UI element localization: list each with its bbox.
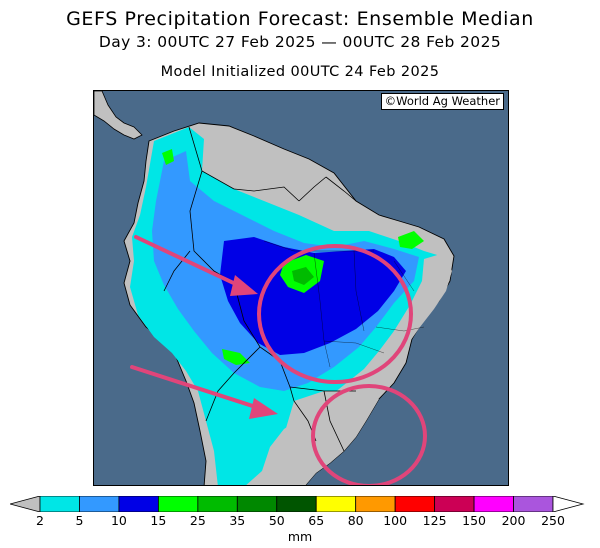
colorbar-tick-label: 150 — [462, 513, 486, 528]
colorbar-left-cap — [10, 496, 41, 512]
colorbar-right-cap — [552, 496, 585, 512]
colorbar-tick-label: 250 — [541, 513, 565, 528]
model-init-time: Model Initialized 00UTC 24 Feb 2025 — [160, 64, 440, 80]
colorbar-bin — [157, 496, 199, 512]
colorbar-tick-label: 10 — [110, 513, 127, 528]
precip-colorbar — [10, 496, 585, 512]
credit-label: ©World Ag Weather — [380, 93, 504, 110]
forecast-period: Day 3: 00UTC 27 Feb 2025 — 00UTC 28 Feb … — [98, 33, 502, 51]
colorbar-bin — [355, 496, 396, 512]
colorbar-bin — [39, 496, 80, 512]
precip-dark-blue — [220, 237, 406, 355]
state-borders — [263, 240, 425, 368]
colorbar-tick-label: 35 — [229, 513, 246, 528]
dry-land-south — [270, 391, 379, 485]
colorbar-bin — [276, 496, 317, 512]
colorbar-tick-label: 50 — [268, 513, 285, 528]
map-canvas — [94, 91, 508, 485]
precipitation-map: ©World Ag Weather — [93, 90, 509, 486]
colorbar-tick-label: 200 — [501, 513, 526, 528]
precip-green-west — [222, 349, 250, 365]
colorbar-tick-label: 65 — [308, 513, 325, 528]
colorbar-tick-label: 100 — [383, 513, 408, 528]
colorbar-tick-label: 125 — [422, 513, 447, 528]
colorbar-bin — [236, 496, 278, 512]
precip-green-northeast — [398, 231, 424, 249]
colorbar-tick-label: 2 — [36, 513, 44, 528]
colorbar-tick-label: 5 — [75, 513, 84, 528]
colorbar-bin — [79, 496, 120, 512]
colorbar-bin — [315, 496, 357, 512]
colorbar-tick-label: 25 — [189, 513, 206, 528]
colorbar-bin — [434, 496, 475, 512]
precip-green-north — [162, 149, 174, 165]
precip-green-central-dark — [292, 267, 314, 285]
arrow-head-southern — [249, 398, 278, 419]
colorbar-tick-label: 80 — [347, 513, 364, 528]
dry-land-east — [386, 253, 452, 361]
colorbar-bin — [473, 496, 514, 512]
highlight-circle-southern-brazil — [311, 384, 427, 485]
arrow-shaft-southern — [130, 365, 264, 411]
annotations — [130, 235, 427, 485]
colorbar-bin — [197, 496, 238, 512]
arrow-shaft-central — [134, 235, 244, 289]
chart-title: GEFS Precipitation Forecast: Ensemble Me… — [66, 8, 534, 30]
colorbar-bin — [513, 496, 554, 512]
colorbar-tick-label: 15 — [150, 513, 167, 528]
central-america-land — [94, 91, 143, 140]
arrow-head-central — [230, 275, 258, 296]
colorbar-bin — [118, 496, 159, 512]
colorbar-bin — [394, 496, 436, 512]
colorbar-unit: mm — [287, 529, 313, 544]
highlight-circle-central-brazil — [257, 244, 413, 384]
colorbar-bins — [39, 496, 554, 512]
